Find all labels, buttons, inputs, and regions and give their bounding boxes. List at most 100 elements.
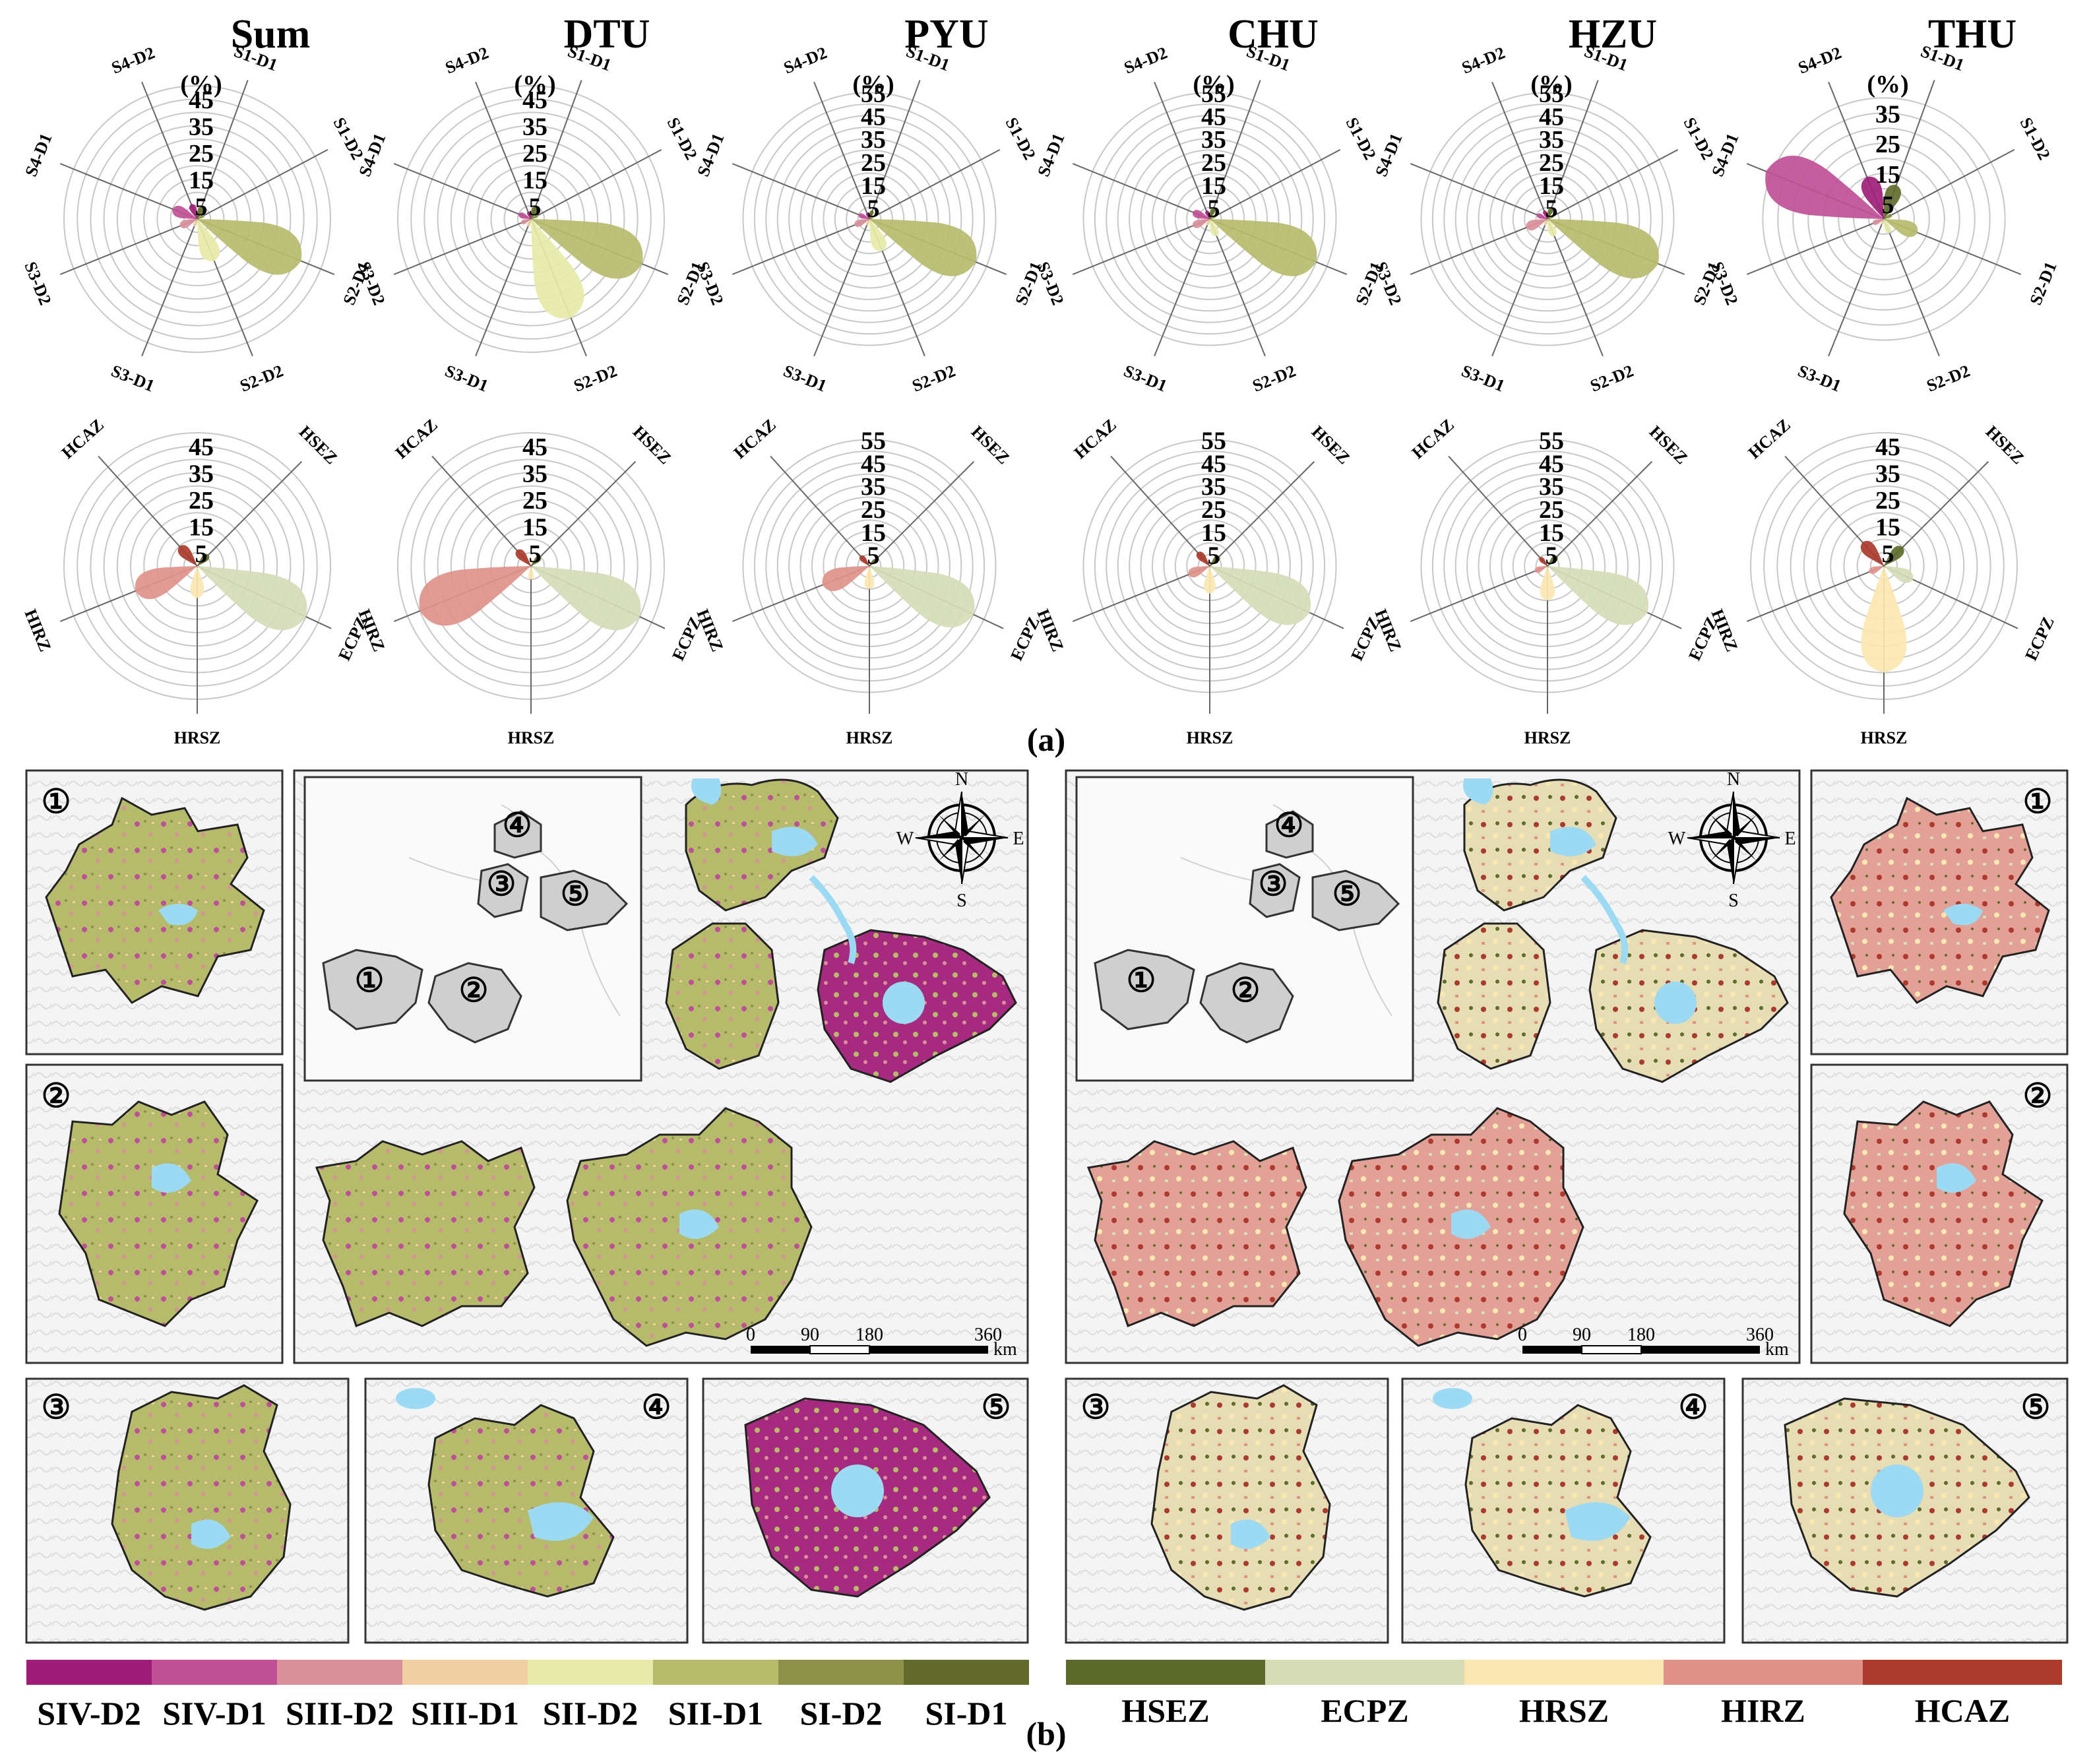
tick-label: 15 [1201, 172, 1226, 200]
tick-label: 55 [1201, 80, 1226, 108]
grid-ring [1117, 126, 1303, 312]
legend-label-siii-d1: SIII-D1 [411, 1695, 519, 1732]
locator-number-1: ① [355, 962, 385, 999]
tick-label: 25 [1875, 131, 1900, 158]
petal-s1-d2 [1210, 215, 1216, 219]
map-inset-5: ⑤ [702, 1377, 1029, 1644]
spoke-label-hrsz: HRSZ [1524, 728, 1571, 747]
percent-label: (%) [1530, 71, 1572, 98]
grid-ring [846, 195, 893, 243]
legend-swatch-ecpz [1265, 1660, 1464, 1685]
spoke-line [1209, 218, 1266, 357]
spoke-line [869, 460, 975, 567]
figure-label-b: (b) [1026, 1715, 1066, 1752]
grid-ring [1140, 149, 1280, 289]
grid-ring [1792, 127, 1976, 311]
spoke-line [530, 80, 582, 220]
grid-ring [397, 85, 665, 353]
petal-hirz [1869, 566, 1884, 575]
grid-ring [1489, 160, 1606, 278]
tick-label: 25 [522, 487, 547, 515]
spoke-label-hsez: HSEZ [968, 422, 1014, 468]
map-inset-3-right: ③ [1065, 1377, 1389, 1644]
compass-e-right: E [1784, 829, 1796, 849]
spoke-label-s1-d2: S1-D2 [1342, 114, 1379, 163]
grid-ring [423, 111, 639, 327]
chart-title-pyu: PYU [904, 12, 988, 57]
tick-label: 5 [1882, 540, 1894, 568]
tick-label: 35 [1539, 473, 1564, 501]
tick-label: 15 [522, 166, 547, 194]
spoke-line [530, 148, 662, 220]
spoke-label-s2-d1: S2-D1 [2026, 259, 2060, 308]
locator-number-3: ③ [1259, 866, 1288, 902]
tick-label: 5 [1208, 542, 1220, 570]
tick-label: 35 [522, 460, 547, 488]
petal-s4-d2 [865, 212, 869, 219]
inset-number-5-right: ⑤ [2021, 1389, 2051, 1426]
grid-ring [490, 178, 572, 260]
grid-ring [63, 85, 331, 353]
petal-s2-d2 [1547, 219, 1557, 236]
locator-labels-right: ④ ③ ⑤ ① ② [1127, 807, 1362, 1009]
spoke-label-s4-d2: S4-D2 [1121, 43, 1170, 77]
compass-e: E [1013, 829, 1024, 849]
tick-label: 15 [1201, 519, 1226, 547]
spoke-label-s2-d2: S2-D2 [910, 361, 958, 395]
percent-label: (%) [1193, 71, 1234, 98]
tick-label: 45 [522, 86, 547, 114]
chart-title-hzu: HZU [1569, 12, 1657, 57]
main-map-zones: ④ ③ ⑤ ① ② N S E W 0 90 [1065, 769, 1801, 1364]
tick-label: 5 [1882, 191, 1894, 219]
legend-label-siii-d2: SIII-D2 [286, 1695, 394, 1732]
petal-s1-d1 [197, 206, 204, 219]
spoke-label-s2-d2: S2-D2 [1588, 361, 1637, 395]
legend-label-si-d1: SI-D1 [925, 1695, 1007, 1732]
tick-label: 5 [529, 540, 542, 568]
stage-degree-map-group: ① ② [25, 769, 1029, 1644]
spoke-label-hsez: HSEZ [1982, 422, 2028, 468]
grid-ring [1129, 138, 1291, 300]
inset-number-2: ② [42, 1077, 71, 1114]
grid-ring [1478, 149, 1617, 289]
spoke-line [431, 455, 532, 567]
spoke-line [813, 81, 870, 220]
spoke-line [393, 163, 532, 220]
grid-ring [1807, 142, 1960, 296]
map-inset-4: ④ [364, 1377, 689, 1644]
petal-s3-d1 [865, 219, 869, 226]
spoke-label-hcaz: HCAZ [730, 415, 780, 462]
spoke-line [197, 460, 303, 567]
map-inset-1: ① [25, 769, 284, 1055]
legend-stage-degree: SIV-D2 SIV-D1 SIII-D2 SIII-D1 SII-D2 SII-D1 SI… [26, 1660, 1029, 1732]
tick-label: 35 [1875, 460, 1900, 488]
map-inset-2: ② [25, 1063, 284, 1364]
grid-ring [823, 172, 916, 266]
legend-label-hcaz: HCAZ [1915, 1692, 2010, 1729]
spoke-label-s4-d2: S4-D2 [1796, 43, 1844, 77]
map-inset-5-right: ⑤ [1741, 1377, 2069, 1644]
petal-s1-d2 [197, 214, 204, 219]
legend-label-hrsz: HRSZ [1519, 1692, 1609, 1729]
spoke-label-hcaz: HCAZ [1071, 415, 1120, 462]
scale-360: 360 [974, 1325, 1002, 1345]
petal-ecpz [197, 566, 307, 631]
spoke-line [141, 81, 198, 220]
grid-ring [1838, 173, 1930, 265]
locator-number-4: ④ [503, 807, 532, 844]
petal-hirz [1534, 566, 1547, 573]
spoke-label-s1-d2: S1-D2 [663, 114, 701, 163]
tick-label: 45 [189, 433, 214, 461]
petal-s1-d2 [1547, 215, 1554, 219]
petal-hcaz [515, 549, 531, 566]
spoke-label-s4-d2: S4-D2 [1459, 43, 1508, 77]
legend-label-sii-d1: SII-D1 [668, 1695, 763, 1732]
grid-ring [1094, 103, 1326, 335]
petal-ecpz [1547, 566, 1649, 625]
spoke-line [1746, 565, 1885, 622]
tick-label: 15 [1875, 161, 1900, 189]
petal-s3-d1 [1881, 219, 1884, 225]
tick-label: 45 [1539, 450, 1564, 478]
grid-ring [765, 115, 974, 323]
percent-label: (%) [1867, 71, 1908, 98]
